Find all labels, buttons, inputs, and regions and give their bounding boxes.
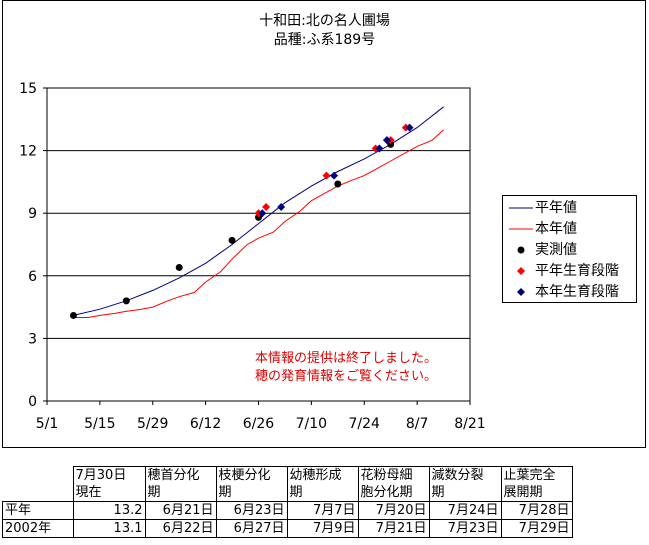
y-tick-label: 0	[28, 394, 37, 410]
y-tick-label: 6	[28, 269, 37, 285]
chart-title: 十和田:北の名人圃場 品種:ふ系189号	[0, 12, 649, 50]
x-tick-label: 6/26	[243, 416, 275, 432]
measured-point	[334, 180, 342, 188]
table-cell: 6月21日	[144, 501, 217, 520]
table-cell: 7月21日	[357, 519, 430, 538]
x-tick-label: 6/12	[190, 416, 221, 432]
this-year-line	[73, 129, 444, 318]
this-year-stage-marker	[405, 123, 414, 132]
legend-label: 本年値	[535, 221, 577, 237]
table-row: 2002年 13.1 6月22日 6月27日 7月9日 7月21日 7月23日 …	[2, 519, 573, 538]
table-row: 平年 13.2 6月21日 6月23日 7月7日 7月20日 7月24日 7月2…	[2, 501, 573, 520]
table-cell: 7月20日	[357, 501, 430, 520]
x-tick-label: 5/29	[137, 416, 168, 432]
table-cell: 7月7日	[286, 501, 359, 520]
table-cell: 6月27日	[215, 519, 288, 538]
table-header: 7月30日 現在	[72, 466, 146, 502]
chart-frame	[2, 0, 646, 448]
legend-item-this-year: 本年値	[507, 219, 577, 239]
table-header: 幼穂形成期	[286, 466, 359, 502]
notice-line1: 本情報の提供は終了しました。	[255, 351, 438, 366]
legend-label: 本年生育段階	[535, 284, 619, 300]
measured-point	[175, 263, 183, 271]
this-year-stage-marker	[375, 144, 384, 153]
legend-item-average-stage: 平年生育段階	[507, 261, 619, 281]
table-cell: 6月22日	[144, 519, 217, 538]
legend-line-average	[507, 198, 535, 218]
table-header: 止葉完全 展開期	[500, 466, 573, 502]
x-tick-label: 7/10	[296, 416, 327, 432]
table-cell: 7月9日	[286, 519, 359, 538]
measured-point	[387, 140, 395, 148]
legend-label: 実測値	[535, 242, 577, 258]
table-corner	[2, 466, 74, 502]
x-tick-label: 8/21	[454, 416, 485, 432]
y-tick-label: 15	[19, 81, 37, 97]
notice-line2: 穂の発育情報をご覧ください。	[255, 369, 438, 384]
x-tick-label: 7/24	[349, 416, 381, 432]
table-cell: 13.1	[72, 519, 146, 538]
legend-line-this-year	[507, 219, 535, 239]
line-chart: 0 3 6 9 12 15 5/1 5/15 5/29 6/12 6/26 7/10 7/24 8/7 8/…	[19, 81, 486, 432]
table-header: 減数分裂期	[428, 466, 502, 502]
growth-stage-table: 7月30日 現在 穂首分化期 枝梗分化期 幼穂形成期 花粉母細 胞分化期 減数分裂期…	[2, 466, 573, 538]
legend-item-this-year-stage: 本年生育段階	[507, 282, 619, 302]
row-label: 平年	[2, 501, 74, 520]
this-year-stage-marker	[330, 171, 339, 180]
legend-circle-icon	[507, 240, 535, 260]
table-header-row: 7月30日 現在 穂首分化期 枝梗分化期 幼穂形成期 花粉母細 胞分化期 減数分裂期…	[2, 466, 573, 502]
average-stage-marker	[322, 171, 331, 180]
table-cell: 7月24日	[428, 501, 502, 520]
this-year-stage-marker	[277, 202, 286, 211]
chart-title-line1: 十和田:北の名人圃場	[259, 13, 390, 29]
chart-title-line2: 品種:ふ系189号	[273, 32, 376, 48]
legend-diamond-icon	[507, 261, 535, 281]
measured-point	[69, 311, 77, 319]
average-stage-marker	[262, 202, 271, 211]
y-tick-label: 3	[28, 331, 37, 347]
x-tick-label: 5/15	[84, 416, 115, 432]
legend-item-measured: 実測値	[507, 240, 577, 260]
this-year-stage-marker	[258, 209, 267, 218]
measured-point	[255, 213, 262, 221]
y-tick-label: 9	[28, 206, 37, 222]
legend-item-average: 平年値	[507, 198, 577, 218]
table-header: 花粉母細 胞分化期	[357, 466, 430, 502]
measured-point	[122, 297, 130, 305]
legend-label: 平年生育段階	[535, 263, 619, 279]
table-header: 枝梗分化期	[215, 466, 288, 502]
legend-label: 平年値	[535, 200, 577, 216]
notice-text: 本情報の提供は終了しました。 穂の発育情報をご覧ください。	[255, 350, 437, 386]
table-cell: 7月28日	[500, 501, 573, 520]
table-header: 穂首分化期	[144, 466, 217, 502]
table-cell: 13.2	[72, 501, 146, 520]
legend: 平年値 本年値 実測値 平年生育段階 本年生育段階	[502, 195, 637, 303]
measured-point	[228, 236, 236, 244]
x-tick-label: 5/1	[36, 416, 59, 432]
row-label: 2002年	[2, 519, 74, 538]
y-tick-label: 12	[19, 144, 37, 160]
table-cell: 7月29日	[500, 519, 573, 538]
x-tick-label: 8/7	[406, 416, 429, 432]
this-year-stage-marker	[382, 136, 391, 145]
table-cell: 6月23日	[215, 501, 288, 520]
legend-diamond-icon	[507, 282, 535, 302]
table-cell: 7月23日	[428, 519, 502, 538]
